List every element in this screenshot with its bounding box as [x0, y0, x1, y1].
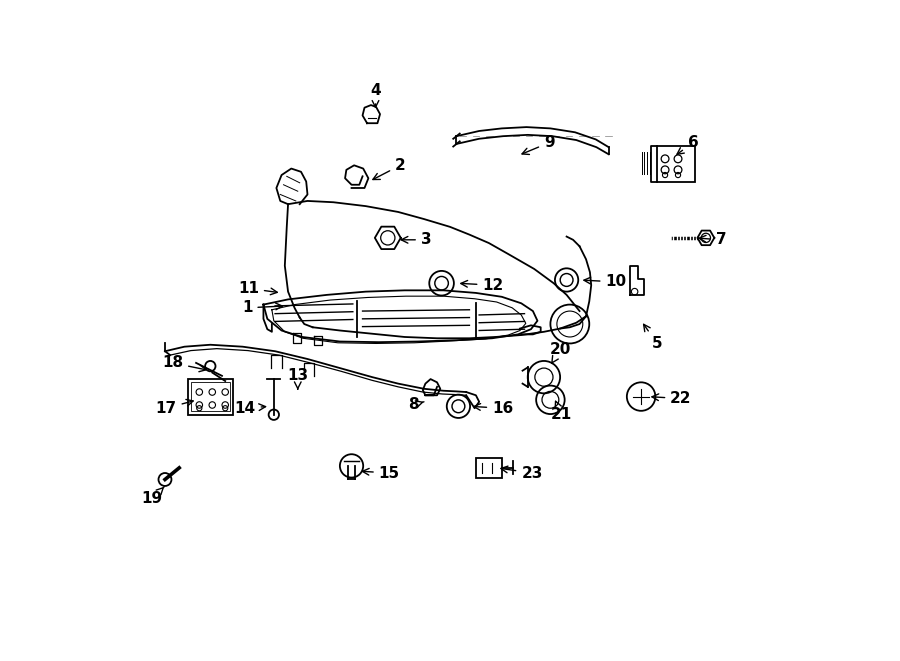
Text: 20: 20	[549, 342, 571, 363]
Text: 22: 22	[652, 391, 692, 406]
Text: 12: 12	[461, 278, 504, 293]
Text: 17: 17	[156, 399, 194, 416]
Text: 13: 13	[287, 368, 309, 389]
Text: 6: 6	[677, 135, 698, 154]
Text: 5: 5	[644, 325, 662, 351]
Text: 9: 9	[522, 135, 554, 155]
Text: 16: 16	[473, 401, 513, 416]
Text: 15: 15	[363, 465, 400, 481]
Text: 2: 2	[373, 158, 406, 180]
Text: 18: 18	[162, 356, 206, 371]
Text: 14: 14	[235, 401, 266, 416]
Text: 10: 10	[584, 274, 626, 290]
Text: 8: 8	[408, 397, 424, 412]
Text: 21: 21	[551, 401, 572, 422]
Text: 1: 1	[242, 300, 283, 315]
Text: 11: 11	[238, 281, 277, 296]
Text: 23: 23	[501, 465, 543, 481]
Text: 3: 3	[401, 232, 431, 247]
Text: 7: 7	[699, 232, 726, 247]
Text: 4: 4	[370, 83, 381, 107]
Text: 19: 19	[141, 486, 165, 506]
